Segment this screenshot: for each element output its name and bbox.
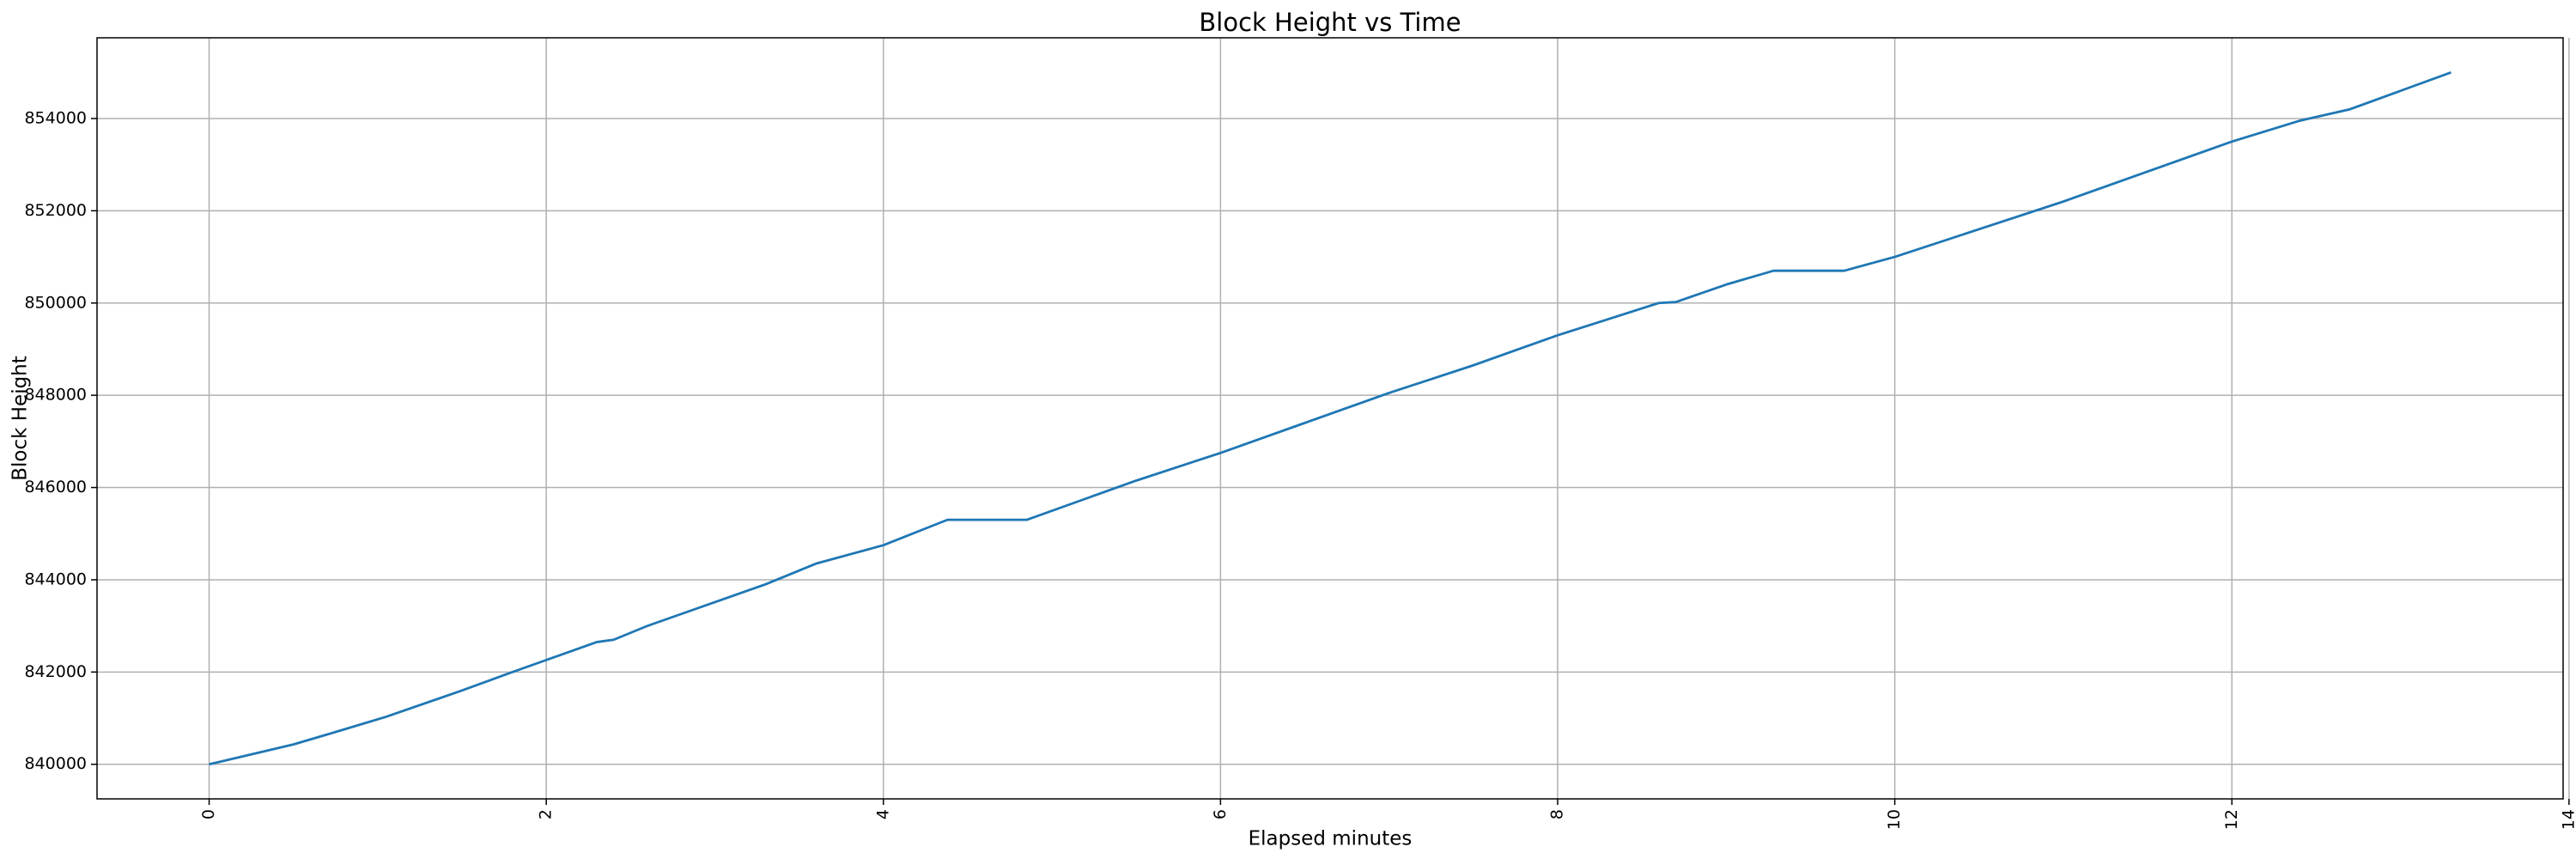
- data-line: [209, 70, 2451, 766]
- x-tick-label: 14: [2559, 809, 2576, 830]
- y-tick-label: 850000: [24, 293, 87, 312]
- chart-title: Block Height vs Time: [1199, 8, 1461, 37]
- plot-area: [209, 70, 2451, 766]
- y-tick-label: 844000: [24, 570, 87, 588]
- x-tick-label: 10: [1885, 809, 1904, 830]
- x-tick-label: 6: [1211, 809, 1230, 819]
- y-tick-label: 852000: [24, 201, 87, 220]
- x-tick-label: 4: [873, 809, 892, 819]
- x-tick-label: 0: [199, 809, 218, 819]
- x-tick-label: 12: [2222, 809, 2241, 830]
- axes-frame: [96, 37, 2564, 800]
- x-tick-label: 2: [537, 809, 556, 819]
- x-axis-label: Elapsed minutes: [1249, 828, 1413, 850]
- y-tick-label: 854000: [24, 108, 87, 127]
- grid: [97, 38, 2570, 799]
- y-tick-label: 846000: [24, 478, 87, 497]
- x-tick-label: 8: [1548, 809, 1567, 819]
- y-tick-label: 848000: [24, 386, 87, 405]
- y-tick-label: 840000: [24, 754, 87, 773]
- y-axis-label: Block Height: [9, 356, 32, 481]
- y-tick-label: 842000: [24, 662, 87, 681]
